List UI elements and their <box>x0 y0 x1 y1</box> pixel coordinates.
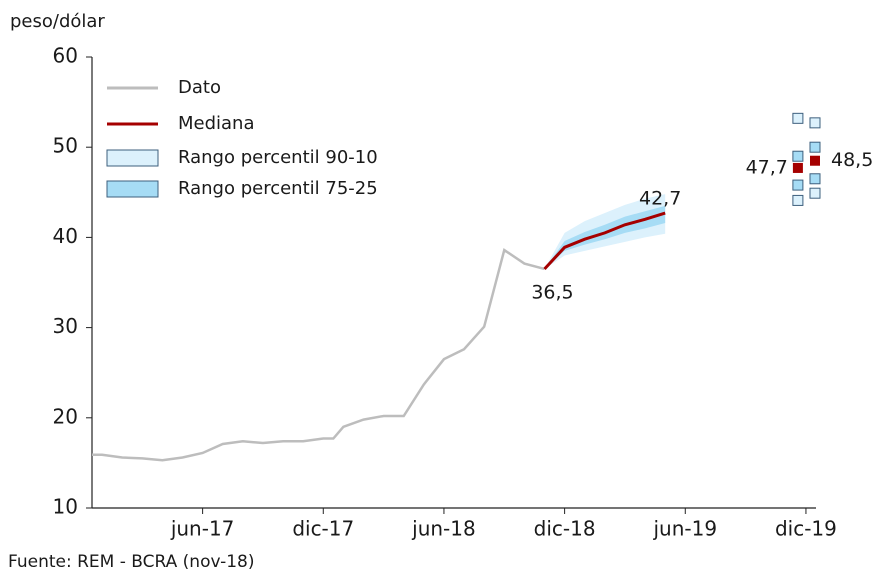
legend-label: Rango percentil 90-10 <box>178 147 378 168</box>
forecast-point <box>809 173 821 185</box>
source: Fuente: REM - BCRA (nov-18) <box>8 552 254 572</box>
y-tick-label: 20 <box>53 404 78 428</box>
forecast-point <box>792 194 804 206</box>
data-label: 42,7 <box>639 188 681 210</box>
forecast-label: 47,7 <box>746 156 788 178</box>
y-tick-label: 50 <box>53 134 78 158</box>
forecast-median <box>792 162 803 173</box>
x-tick-label: dic-17 <box>292 517 354 541</box>
forecast-point <box>792 112 804 124</box>
forecast-point <box>809 117 821 129</box>
legend-label: Dato <box>178 77 221 98</box>
line <box>543 211 666 270</box>
forecast-point <box>809 187 821 199</box>
data-label: 36,5 <box>531 281 573 303</box>
x-tick-label: jun-19 <box>652 517 717 541</box>
x-tick-label: jun-18 <box>411 517 476 541</box>
forecast-point <box>809 141 821 153</box>
legend-swatch <box>106 149 159 167</box>
forecast-median <box>809 155 820 166</box>
x-tick-label: dic-19 <box>775 517 837 541</box>
legend-swatch <box>106 180 159 198</box>
forecast-point <box>792 179 804 191</box>
y-axis-label: peso/dólar <box>10 11 105 32</box>
y-tick-label: 60 <box>53 44 78 68</box>
y-tick-label: 40 <box>53 224 78 248</box>
forecast-point <box>792 150 804 162</box>
y-tick-label: 10 <box>53 495 78 519</box>
x-tick-label: dic-18 <box>534 517 596 541</box>
forecast-label: 48,5 <box>831 149 873 171</box>
y-tick-label: 30 <box>53 314 78 338</box>
legend-label: Rango percentil 75-25 <box>178 178 378 199</box>
x-tick-label: jun-17 <box>170 517 235 541</box>
line <box>92 248 545 462</box>
legend-label: Mediana <box>178 113 255 134</box>
